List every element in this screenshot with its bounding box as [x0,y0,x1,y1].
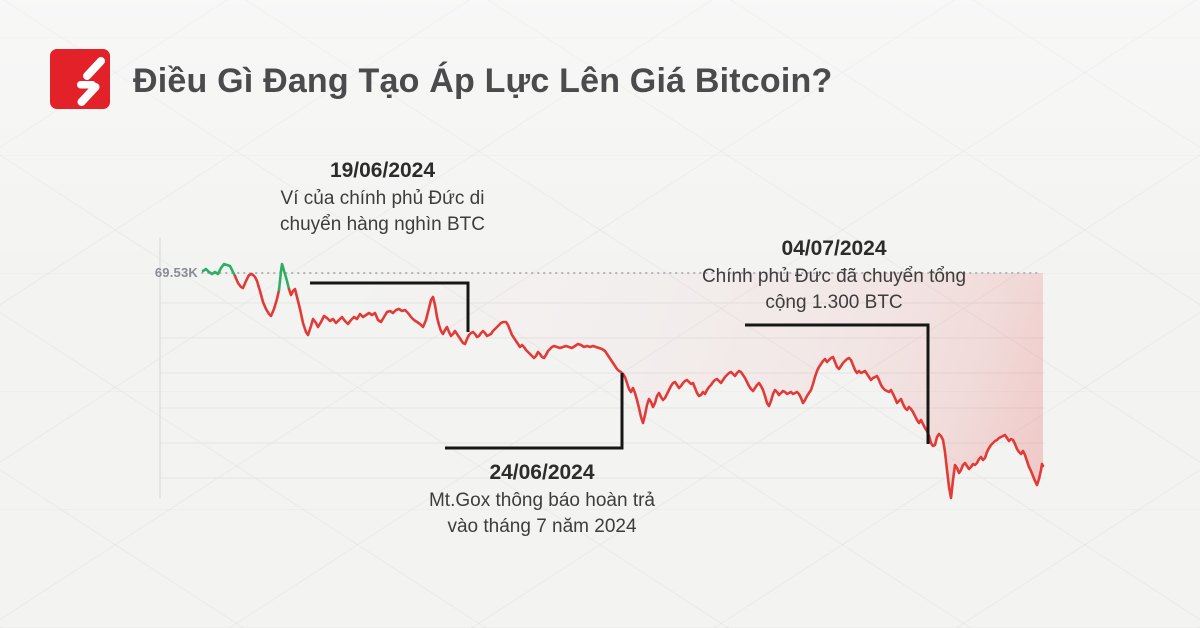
annotation-text: vào tháng 7 năm 2024 [447,516,637,537]
annotation-text: Chính phủ Đức đã chuyển tổng [701,266,967,287]
annotation-text: cộng 1.300 BTC [765,292,903,313]
brand-logo [50,49,110,109]
annotation-text: Mt.Gox thông báo hoàn trả [428,490,656,511]
annotation-german-1300-btc: 04/07/2024 Chính phủ Đức đã chuyển tổng … [658,234,1010,316]
annotation-text: chuyển hàng nghìn BTC [280,214,485,235]
annotation-date: 24/06/2024 [489,461,595,484]
logo-slash-top-icon [83,57,105,80]
annotation-date: 19/06/2024 [329,159,436,182]
annotation-german-wallet-move: 19/06/2024 Ví của chính phủ Đức di chuyể… [240,156,525,238]
annotation-mtgox-repayment: 24/06/2024 Mt.Gox thông báo hoàn trả vào… [392,458,692,540]
logo-slash-bottom-icon [77,83,100,106]
annotation-text: Ví của chính phủ Đức di [280,188,485,209]
y-axis-ref-label: 69.53K [154,265,198,280]
annotation-date: 04/07/2024 [781,237,887,260]
page-title: Điều Gì Đang Tạo Áp Lực Lên Giá Bitcoin? [133,61,833,100]
